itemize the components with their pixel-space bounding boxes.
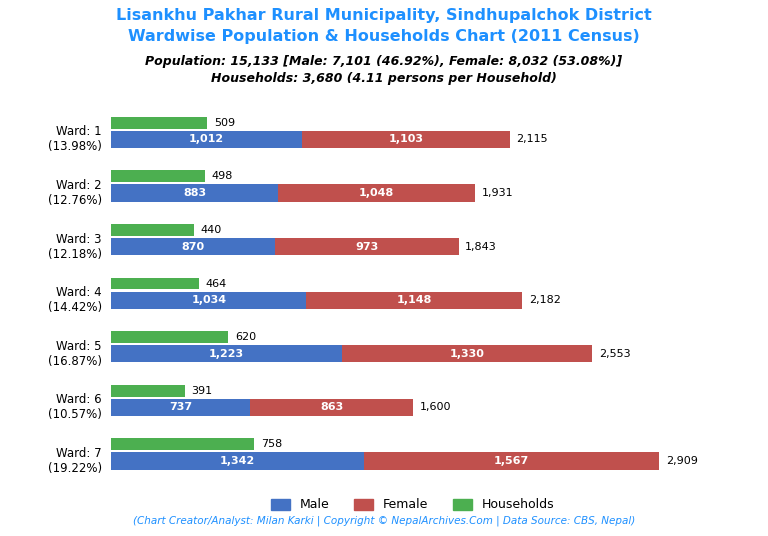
Text: 464: 464 — [205, 279, 227, 288]
Text: Lisankhu Pakhar Rural Municipality, Sindhupalchok District: Lisankhu Pakhar Rural Municipality, Sind… — [116, 8, 652, 23]
Bar — [111, 331, 228, 343]
Legend: Male, Female, Households: Male, Female, Households — [266, 494, 560, 517]
Bar — [342, 345, 592, 362]
Bar — [111, 238, 275, 255]
Bar — [278, 184, 475, 202]
Text: 391: 391 — [192, 386, 213, 396]
Bar — [275, 238, 458, 255]
Bar — [111, 438, 254, 450]
Text: 1,048: 1,048 — [359, 188, 394, 198]
Text: 1,600: 1,600 — [419, 403, 451, 412]
Text: 870: 870 — [182, 242, 205, 251]
Text: 1,342: 1,342 — [220, 456, 256, 466]
Bar — [111, 117, 207, 129]
Text: 498: 498 — [212, 172, 233, 181]
Text: 1,567: 1,567 — [494, 456, 529, 466]
Text: Households: 3,680 (4.11 persons per Household): Households: 3,680 (4.11 persons per Hous… — [211, 72, 557, 85]
Bar — [111, 170, 205, 182]
Bar — [111, 452, 364, 470]
Text: Wardwise Population & Households Chart (2011 Census): Wardwise Population & Households Chart (… — [128, 29, 640, 44]
Text: 1,223: 1,223 — [209, 349, 244, 359]
Text: Population: 15,133 [Male: 7,101 (46.92%), Female: 8,032 (53.08%)]: Population: 15,133 [Male: 7,101 (46.92%)… — [145, 55, 623, 68]
Bar — [111, 399, 250, 416]
Text: 620: 620 — [235, 332, 256, 342]
Bar — [364, 452, 660, 470]
Bar — [111, 131, 302, 148]
Text: 973: 973 — [356, 242, 379, 251]
Text: 509: 509 — [214, 118, 235, 128]
Text: 2,553: 2,553 — [599, 349, 631, 359]
Text: 883: 883 — [183, 188, 206, 198]
Bar — [111, 224, 194, 236]
Text: 2,182: 2,182 — [529, 295, 561, 305]
Text: 1,843: 1,843 — [465, 242, 497, 251]
Text: 440: 440 — [201, 225, 222, 235]
Text: 2,909: 2,909 — [666, 456, 698, 466]
Text: 2,115: 2,115 — [516, 135, 548, 144]
Text: 758: 758 — [261, 440, 282, 449]
Bar — [111, 345, 342, 362]
Bar — [250, 399, 413, 416]
Text: 1,012: 1,012 — [189, 135, 224, 144]
Text: 1,103: 1,103 — [389, 135, 423, 144]
Bar — [111, 278, 199, 289]
Text: 1,330: 1,330 — [449, 349, 485, 359]
Text: 863: 863 — [320, 403, 343, 412]
Text: 1,931: 1,931 — [482, 188, 513, 198]
Text: 1,148: 1,148 — [396, 295, 432, 305]
Bar — [306, 292, 522, 309]
Bar — [111, 385, 185, 397]
Text: (Chart Creator/Analyst: Milan Karki | Copyright © NepalArchives.Com | Data Sourc: (Chart Creator/Analyst: Milan Karki | Co… — [133, 516, 635, 526]
Bar — [302, 131, 510, 148]
Text: 737: 737 — [169, 403, 192, 412]
Bar — [111, 184, 278, 202]
Bar — [111, 292, 306, 309]
Text: 1,034: 1,034 — [191, 295, 227, 305]
